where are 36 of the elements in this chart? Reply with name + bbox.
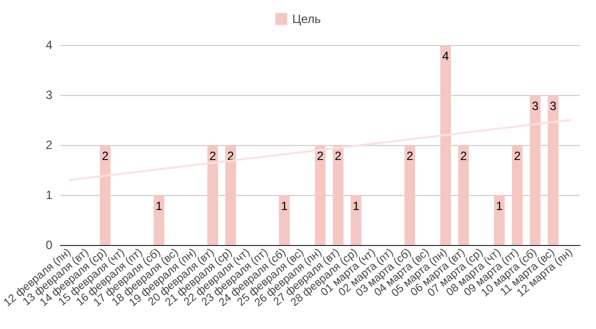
data-label: 1 xyxy=(281,199,288,213)
y-tick-label: 1 xyxy=(46,188,53,202)
data-label: 2 xyxy=(227,149,234,163)
data-label: 2 xyxy=(406,149,414,163)
bar xyxy=(404,145,416,245)
y-tick-label: 2 xyxy=(46,138,53,152)
bar xyxy=(100,145,111,245)
data-label: 1 xyxy=(496,199,504,213)
bar xyxy=(225,145,236,245)
bar xyxy=(154,195,164,245)
bar xyxy=(530,95,541,245)
bar xyxy=(332,145,344,245)
bar xyxy=(279,195,290,245)
data-label: 2 xyxy=(316,149,324,163)
data-label: 3 xyxy=(532,99,539,113)
bar xyxy=(512,145,523,245)
bar xyxy=(350,195,362,245)
bar xyxy=(314,145,326,245)
legend-label: Цель xyxy=(292,12,321,26)
data-label: 1 xyxy=(156,199,163,213)
data-label: 2 xyxy=(460,149,468,163)
bar xyxy=(458,145,469,245)
data-label: 1 xyxy=(352,199,360,213)
y-tick-label: 4 xyxy=(46,38,53,52)
data-label: 2 xyxy=(209,149,216,163)
y-tick-label: 0 xyxy=(46,238,53,252)
data-label: 2 xyxy=(334,149,342,163)
data-label: 3 xyxy=(550,99,557,113)
data-label: 2 xyxy=(514,149,521,163)
bar xyxy=(494,195,505,245)
y-tick-label: 3 xyxy=(46,88,53,102)
data-label: 2 xyxy=(102,149,109,163)
data-label: 4 xyxy=(442,49,450,63)
bar xyxy=(548,95,558,245)
bar xyxy=(440,45,451,245)
bar xyxy=(207,145,218,245)
